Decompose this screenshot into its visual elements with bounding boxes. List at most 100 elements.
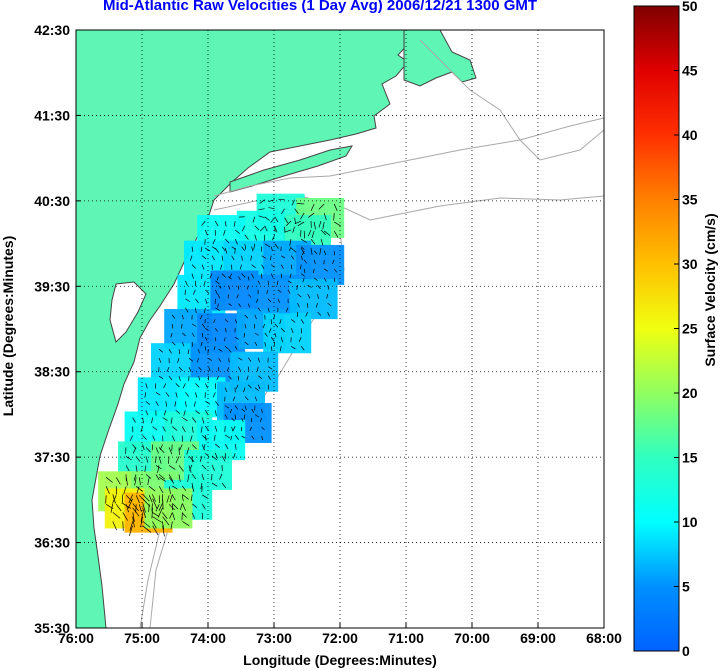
velocity-arrow (254, 396, 258, 402)
velocity-arrow (228, 375, 232, 380)
velocity-arrow (142, 444, 145, 451)
velocity-arrow (268, 328, 272, 333)
velocity-arrow (168, 456, 170, 464)
velocity-arrow (290, 328, 294, 333)
velocity-arrow (266, 289, 269, 294)
velocity-arrow (138, 504, 142, 512)
velocity-arrow (231, 426, 234, 432)
velocity-arrow (191, 473, 197, 480)
velocity-arrow (274, 216, 279, 223)
velocity-arrow (168, 486, 171, 495)
velocity-arrow (253, 243, 256, 250)
velocity-arrow (290, 255, 295, 260)
velocity-arrow (214, 220, 219, 227)
velocity-arrow (289, 246, 292, 251)
velocity-arrow (274, 323, 279, 328)
velocity-arrow (234, 414, 237, 420)
velocity-arrow (215, 289, 218, 295)
velocity-arrow (195, 383, 200, 388)
velocity-arrow (233, 452, 236, 459)
velocity-arrow (216, 376, 219, 381)
velocity-arrow (105, 486, 110, 495)
velocity-arrow (178, 349, 181, 355)
velocity-arrow (204, 434, 207, 441)
velocity-arrow (318, 220, 322, 228)
velocity-arrow (132, 512, 135, 522)
velocity-arrow (142, 494, 150, 502)
velocity-arrow (244, 234, 249, 240)
velocity-arrow (187, 349, 190, 355)
velocity-arrow (212, 238, 216, 245)
x-tick-label: 75:00 (124, 630, 160, 646)
velocity-arrow (200, 426, 203, 433)
velocity-arrow (307, 229, 312, 237)
velocity-arrow (171, 314, 176, 319)
velocity-arrow (307, 284, 312, 288)
colorbar-tick-label: 25 (682, 321, 698, 337)
velocity-arrow (182, 494, 189, 500)
velocity-arrow (234, 405, 239, 410)
velocity-arrow (140, 426, 143, 433)
velocity-arrow (294, 220, 302, 225)
velocity-arrow (165, 401, 168, 407)
velocity-arrow (238, 303, 242, 307)
velocity-arrow (254, 414, 260, 418)
velocity-arrow (182, 521, 190, 526)
velocity-arrow (122, 503, 132, 509)
velocity-arrow (310, 238, 316, 245)
velocity-arrow (276, 280, 279, 286)
velocity-arrow (191, 503, 198, 509)
velocity-arrow (128, 494, 134, 504)
velocity-arrow (264, 225, 268, 232)
velocity-arrow (267, 280, 270, 286)
velocity-arrow (152, 516, 162, 523)
velocity-arrow (190, 255, 193, 261)
velocity-arrow (241, 225, 246, 232)
velocity-arrow (145, 401, 151, 405)
velocity-arrow (256, 366, 259, 372)
velocity-arrow (247, 357, 252, 362)
velocity-arrow (291, 345, 296, 350)
y-tick-label: 37:30 (34, 449, 70, 465)
velocity-arrow (307, 293, 311, 299)
velocity-arrow (226, 367, 229, 372)
velocity-arrow (327, 311, 330, 317)
velocity-arrow (204, 452, 210, 458)
y-tick-label: 41:30 (34, 107, 70, 123)
velocity-arrow (261, 255, 267, 259)
velocity-arrow (125, 456, 132, 461)
y-tick-label: 38:30 (34, 364, 70, 380)
velocity-arrow (234, 238, 238, 245)
velocity-arrow (202, 494, 208, 499)
velocity-arrow (148, 495, 153, 503)
velocity-arrow (251, 264, 256, 269)
velocity-arrow (279, 319, 282, 325)
velocity-arrow (251, 435, 255, 440)
velocity-arrow (270, 346, 273, 352)
velocity-arrow (205, 298, 208, 304)
x-tick-label: 76:00 (58, 630, 94, 646)
y-tick-label: 36:30 (34, 535, 70, 551)
velocity-arrow (142, 525, 152, 533)
velocity-arrow (105, 477, 113, 483)
velocity-arrow (303, 259, 308, 264)
velocity-arrow (168, 348, 172, 354)
velocity-arrow (177, 358, 180, 364)
velocity-arrow (234, 319, 238, 324)
velocity-arrow (201, 417, 205, 424)
velocity-arrow (248, 276, 250, 281)
velocity-arrow (157, 465, 160, 473)
velocity-arrow (129, 521, 134, 531)
velocity-arrow (192, 289, 196, 295)
velocity-arrow (296, 285, 298, 290)
velocity-arrow (231, 417, 235, 422)
velocity-arrow (191, 246, 194, 252)
velocity-arrow (171, 435, 176, 442)
velocity-arrow (254, 225, 260, 231)
velocity-arrow (207, 349, 209, 354)
velocity-arrow (300, 346, 305, 351)
velocity-arrow (284, 217, 289, 224)
velocity-arrow (234, 229, 240, 234)
velocity-arrow (178, 376, 181, 382)
